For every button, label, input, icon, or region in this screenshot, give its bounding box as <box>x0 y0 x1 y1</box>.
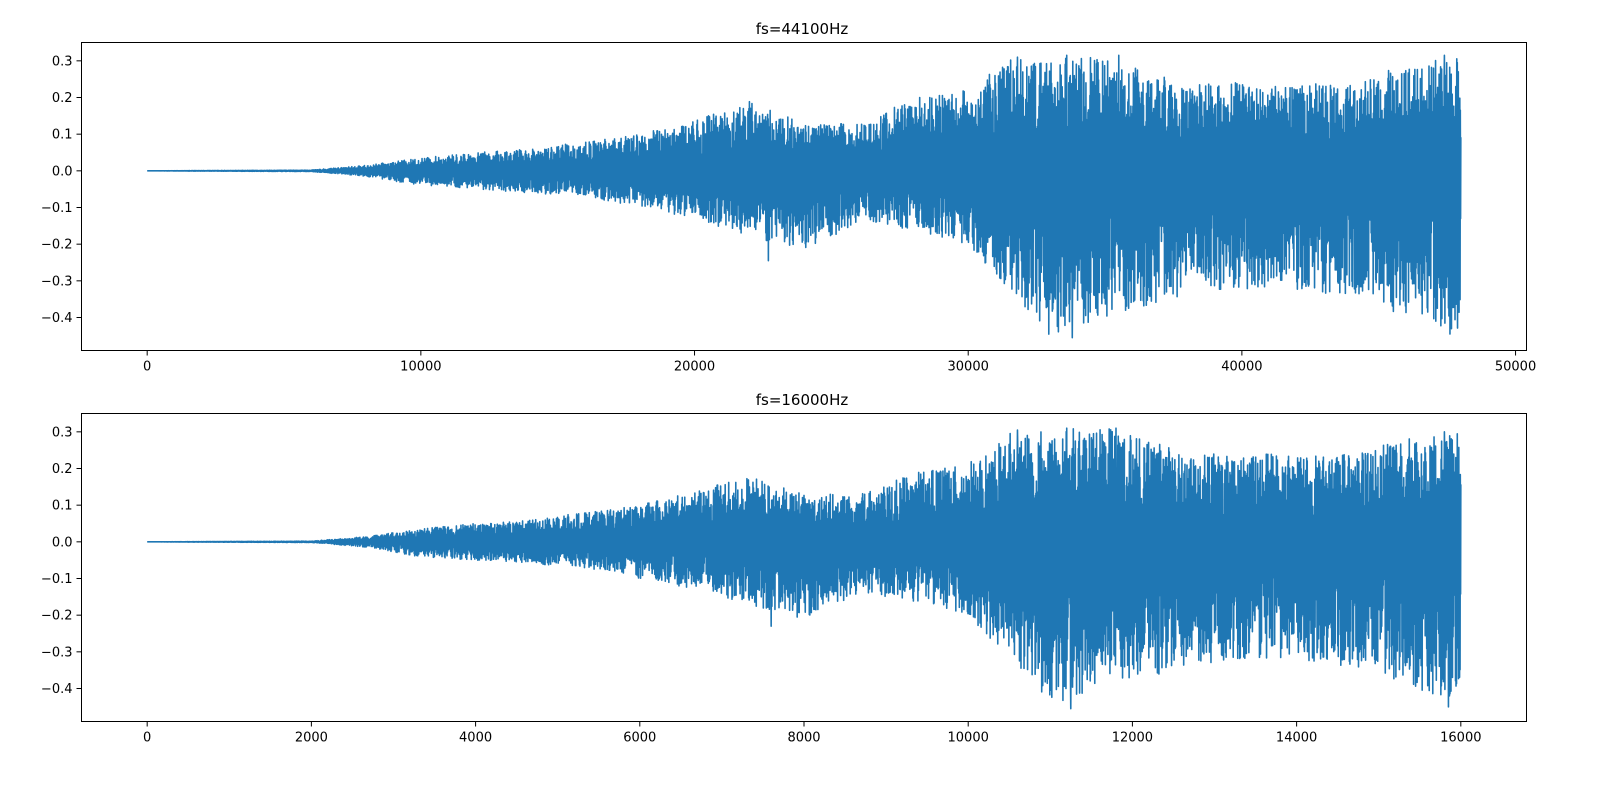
y-tick-label: −0.1 <box>41 572 73 587</box>
y-tick-label: −0.4 <box>41 682 73 697</box>
waveform-layer <box>146 427 1462 710</box>
y-tick-label: 0.3 <box>52 425 73 440</box>
x-tick-label: 0 <box>143 360 151 375</box>
y-tick-label: −0.2 <box>41 238 73 253</box>
x-tick-label: 8000 <box>787 731 820 746</box>
waveform-layer <box>146 54 1462 339</box>
x-tick-label: 2000 <box>295 731 328 746</box>
x-tick-label: 12000 <box>1112 731 1153 746</box>
chart-title: fs=44100Hz <box>756 20 849 38</box>
y-tick-label: 0.2 <box>52 91 73 106</box>
x-axis: 0 10000 20000 30000 40000 50000 <box>143 350 1536 375</box>
x-tick-label: 0 <box>143 731 151 746</box>
y-axis: 0.3 0.2 0.1 0.0 −0.1 −0.2 −0.3 −0.4 <box>41 425 82 697</box>
x-tick-label: 4000 <box>459 731 492 746</box>
y-tick-label: 0.3 <box>52 54 73 69</box>
subplot-fs-16000: fs=16000Hz 0 2000 4000 6000 8000 10000 12000 14… <box>41 391 1527 746</box>
x-tick-label: 6000 <box>623 731 656 746</box>
y-axis: 0.3 0.2 0.1 0.0 −0.1 −0.2 −0.3 −0.4 <box>41 54 82 326</box>
y-tick-label: 0.0 <box>52 535 73 550</box>
x-tick-label: 30000 <box>948 360 989 375</box>
x-tick-label: 50000 <box>1495 360 1536 375</box>
subplot-fs-44100: fs=44100Hz 0 10000 20000 30000 40000 50000 0.… <box>41 20 1536 375</box>
x-tick-label: 40000 <box>1221 360 1262 375</box>
x-tick-label: 10000 <box>948 731 989 746</box>
y-tick-label: 0.1 <box>52 499 73 514</box>
x-tick-label: 10000 <box>400 360 441 375</box>
axes-frame <box>81 42 1527 351</box>
chart-title: fs=16000Hz <box>756 391 849 409</box>
y-tick-label: −0.2 <box>41 609 73 624</box>
waveform-line <box>146 54 1462 339</box>
y-tick-label: 0.2 <box>52 462 73 477</box>
y-tick-label: 0.1 <box>52 128 73 143</box>
y-tick-label: −0.1 <box>41 201 73 216</box>
y-tick-label: −0.3 <box>41 645 73 660</box>
y-tick-label: 0.0 <box>52 164 73 179</box>
x-tick-label: 14000 <box>1276 731 1317 746</box>
y-tick-label: −0.3 <box>41 274 73 289</box>
waveform-line <box>146 427 1462 710</box>
y-tick-label: −0.4 <box>41 311 73 326</box>
x-tick-label: 20000 <box>674 360 715 375</box>
x-axis: 0 2000 4000 6000 8000 10000 12000 14000 16000 <box>143 721 1481 746</box>
x-tick-label: 16000 <box>1440 731 1481 746</box>
